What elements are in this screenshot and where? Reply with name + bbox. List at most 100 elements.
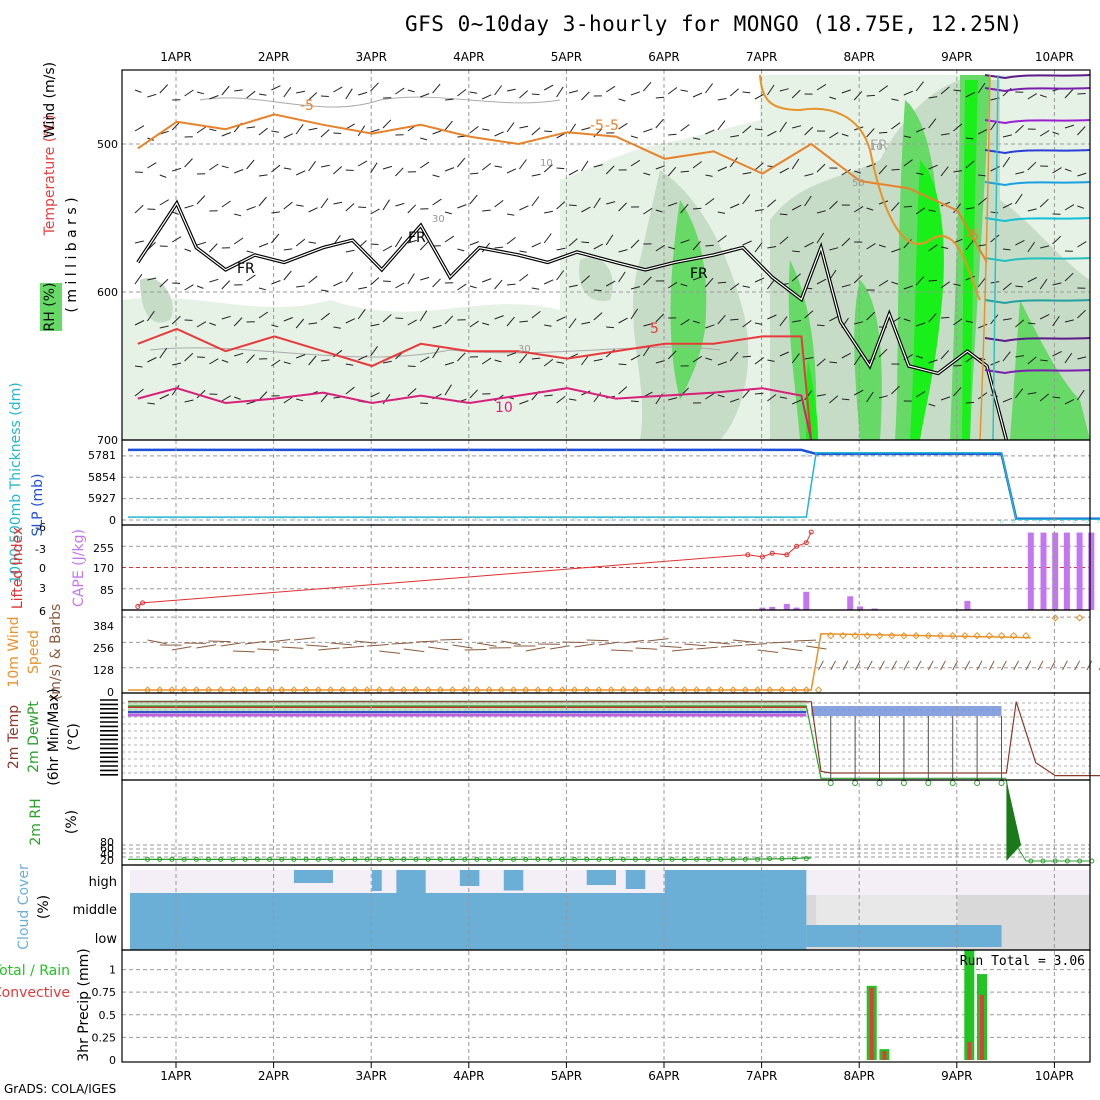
- wind-barb: [593, 392, 602, 403]
- thickness-marker: ☆: [584, 514, 590, 524]
- wind-barb: [630, 159, 641, 167]
- wind-marker: [863, 631, 872, 640]
- wind-barb: [1077, 93, 1086, 95]
- wind-barb: [692, 92, 703, 98]
- wind-barb: [531, 173, 541, 177]
- wind-barb: [1002, 318, 1012, 321]
- wind-barb: [643, 207, 653, 215]
- wind-barb: [172, 211, 179, 215]
- thickness-marker: ☆: [279, 514, 285, 524]
- wind-barb: [506, 88, 516, 92]
- wind-barb: [829, 315, 839, 322]
- wind-barb: [271, 359, 281, 367]
- wind-barb-10m: [367, 644, 389, 647]
- rh2m-marker: [755, 856, 761, 862]
- cape-bar: [783, 603, 790, 610]
- wind-barb: [730, 318, 739, 321]
- wind-marker: [839, 631, 847, 640]
- cape-bar: [857, 606, 863, 610]
- wind-barb-10m: [525, 646, 546, 652]
- wind-barb-10m: [428, 646, 449, 651]
- cloud-level-low: low: [95, 932, 118, 947]
- wind-barb: [568, 90, 579, 94]
- cloud-high-block: [503, 870, 524, 891]
- wind-barb: [1015, 388, 1024, 399]
- thickness-marker: ☆: [572, 514, 578, 524]
- rh2m-marker: [681, 856, 687, 862]
- wind-barb: [407, 239, 417, 244]
- wind-barb: [791, 204, 802, 211]
- wind-barb: [705, 83, 713, 94]
- cloud-high-block: [293, 870, 333, 883]
- thickness-marker: ☆: [462, 514, 468, 524]
- wind-barb-10m: [245, 640, 266, 645]
- ylabel-cape: CAPE (J/kg): [71, 529, 87, 607]
- wind-barb: [234, 352, 244, 357]
- wind-barb: [816, 278, 827, 285]
- wind-barb: [779, 213, 788, 216]
- isotherm-FR-inner: [137, 201, 1007, 441]
- wind-barb: [692, 240, 701, 251]
- wind-barb-10m: [952, 660, 959, 671]
- wind-barb: [519, 90, 529, 99]
- wind-barb: [221, 280, 231, 290]
- wind-barb: [159, 394, 170, 400]
- cape-bar: [1052, 532, 1059, 610]
- lifted-marker: [808, 529, 814, 535]
- wind-barb: [841, 237, 851, 247]
- wind-barb: [581, 321, 591, 325]
- wind-barb-10m: [1086, 660, 1093, 671]
- wind-barb-10m: [391, 642, 414, 645]
- ylabel-temp: 2m Temp: [6, 705, 22, 769]
- wind-barb-10m: [501, 640, 521, 646]
- wind-barb-10m: [171, 646, 192, 651]
- contour-label: -5: [605, 118, 619, 134]
- wind-barb: [940, 133, 950, 136]
- rh2m-marker: [206, 856, 212, 862]
- cape-bar: [871, 608, 878, 610]
- wind-barb: [1002, 282, 1012, 291]
- wind-barb: [544, 210, 553, 214]
- wind-barb: [159, 174, 167, 178]
- date-label-top: 10APR: [1035, 50, 1074, 64]
- wind-barb: [209, 243, 218, 253]
- wind-barb: [420, 93, 430, 98]
- wind-barb: [345, 88, 353, 100]
- wind-barb: [333, 349, 343, 358]
- wind-barb: [630, 239, 640, 249]
- wind-barb: [903, 318, 911, 322]
- rh2m-marker: [730, 856, 736, 862]
- wind-barb: [940, 166, 949, 177]
- thickness-marker: ☆: [169, 514, 175, 524]
- wind-barb: [878, 165, 888, 175]
- date-label-top: 2APR: [258, 50, 289, 64]
- date-label-bottom: 8APR: [843, 1069, 874, 1083]
- wind-barb: [804, 241, 814, 248]
- wind-barb: [593, 164, 603, 168]
- thickness-marker: ☆: [181, 514, 187, 524]
- rh-shade: [670, 200, 707, 400]
- wind-barb: [544, 130, 552, 133]
- wind-barb: [370, 392, 380, 398]
- rh2m-marker: [267, 856, 273, 862]
- rh2m-marker: [669, 856, 675, 862]
- ylabel-millibars: ( m i l l i b a r s ): [64, 197, 80, 312]
- wind-marker: [814, 686, 823, 694]
- wind-barb: [382, 119, 392, 129]
- wind-barb: [382, 360, 392, 364]
- wind-barb: [271, 233, 280, 244]
- wind-barb: [580, 160, 589, 172]
- thickness-marker: ☆: [779, 514, 785, 524]
- ylabel-wind10m-a: 10m Wind: [6, 616, 22, 687]
- rh2m-marker: [535, 856, 541, 862]
- y-tick-left: 5854: [88, 471, 116, 484]
- wind-barb: [432, 347, 440, 359]
- wind-barb: [903, 135, 912, 138]
- wind-barb: [543, 279, 554, 285]
- wind-barb: [940, 316, 950, 319]
- wind-barb: [283, 248, 293, 251]
- wind-barb: [345, 169, 354, 171]
- wind-barb: [878, 279, 889, 287]
- rh2m-marker: [413, 856, 419, 862]
- thickness-marker: ☆: [913, 450, 919, 460]
